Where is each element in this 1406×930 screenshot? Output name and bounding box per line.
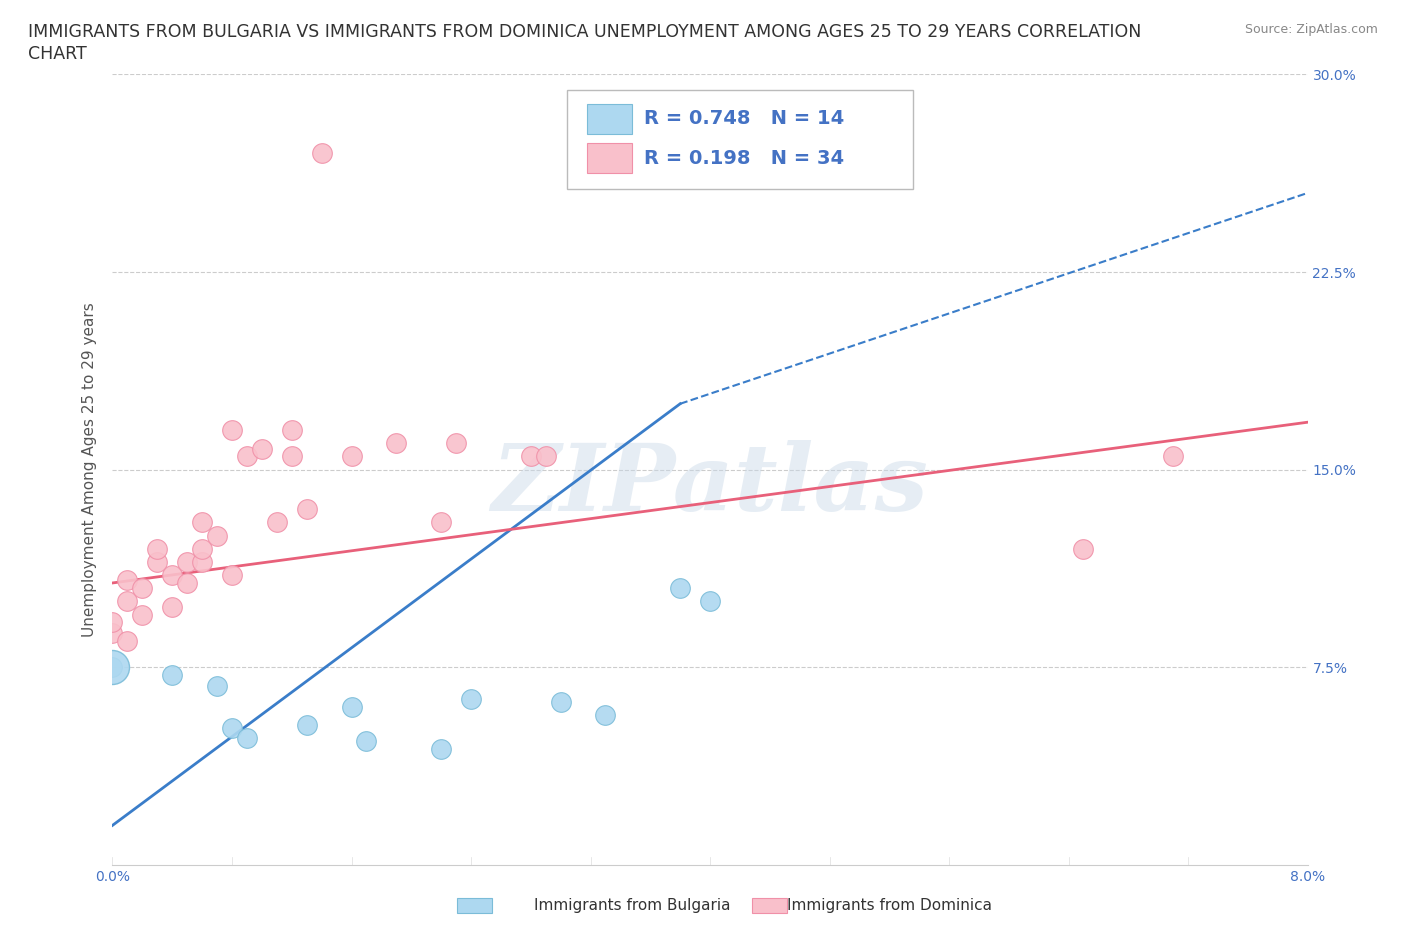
Text: Immigrants from Dominica: Immigrants from Dominica	[787, 898, 993, 913]
Bar	[586, 143, 633, 173]
Point	[205, 528, 228, 543]
Point	[520, 449, 543, 464]
Point	[117, 573, 139, 588]
Text: CHART: CHART	[28, 45, 87, 62]
Point	[101, 626, 124, 641]
Point	[444, 436, 467, 451]
Point	[550, 694, 572, 709]
Point	[430, 741, 453, 756]
Point	[295, 502, 318, 517]
Point	[191, 541, 214, 556]
Point	[340, 699, 363, 714]
Point	[162, 668, 183, 683]
Point	[266, 515, 288, 530]
Y-axis label: Unemployment Among Ages 25 to 29 years: Unemployment Among Ages 25 to 29 years	[82, 302, 97, 637]
Point	[162, 599, 183, 614]
Text: IMMIGRANTS FROM BULGARIA VS IMMIGRANTS FROM DOMINICA UNEMPLOYMENT AMONG AGES 25 : IMMIGRANTS FROM BULGARIA VS IMMIGRANTS F…	[28, 23, 1142, 41]
Point	[236, 449, 259, 464]
Point	[356, 734, 378, 749]
Point	[176, 576, 198, 591]
Point	[281, 449, 304, 464]
Text: R = 0.748   N = 14: R = 0.748 N = 14	[644, 109, 845, 128]
Point	[340, 449, 363, 464]
Point	[281, 422, 304, 438]
FancyBboxPatch shape	[567, 90, 914, 189]
Point	[1073, 541, 1095, 556]
Point	[131, 607, 153, 622]
Bar	[586, 103, 633, 134]
Point	[101, 660, 124, 675]
Point	[191, 515, 214, 530]
Point	[117, 633, 139, 648]
Point	[101, 615, 124, 630]
Point	[131, 580, 153, 596]
Point	[311, 146, 333, 161]
Point	[1161, 449, 1184, 464]
Point	[236, 731, 259, 746]
Point	[595, 707, 617, 722]
Point	[205, 678, 228, 693]
Point	[669, 580, 692, 596]
Point	[176, 554, 198, 569]
Point	[191, 554, 214, 569]
Point	[221, 721, 243, 736]
Point	[221, 422, 243, 438]
Point	[385, 436, 408, 451]
Point	[460, 692, 482, 707]
Point	[430, 515, 453, 530]
Point	[146, 541, 169, 556]
Point	[146, 554, 169, 569]
Point	[221, 567, 243, 582]
Point	[534, 449, 557, 464]
Point	[250, 441, 273, 456]
Point	[699, 594, 721, 609]
Text: Immigrants from Bulgaria: Immigrants from Bulgaria	[534, 898, 731, 913]
Point	[117, 594, 139, 609]
Text: Source: ZipAtlas.com: Source: ZipAtlas.com	[1244, 23, 1378, 36]
Point	[295, 718, 318, 733]
Text: ZIPatlas: ZIPatlas	[492, 441, 928, 530]
Text: R = 0.198   N = 34: R = 0.198 N = 34	[644, 149, 845, 167]
Point	[101, 660, 124, 675]
Point	[162, 567, 183, 582]
